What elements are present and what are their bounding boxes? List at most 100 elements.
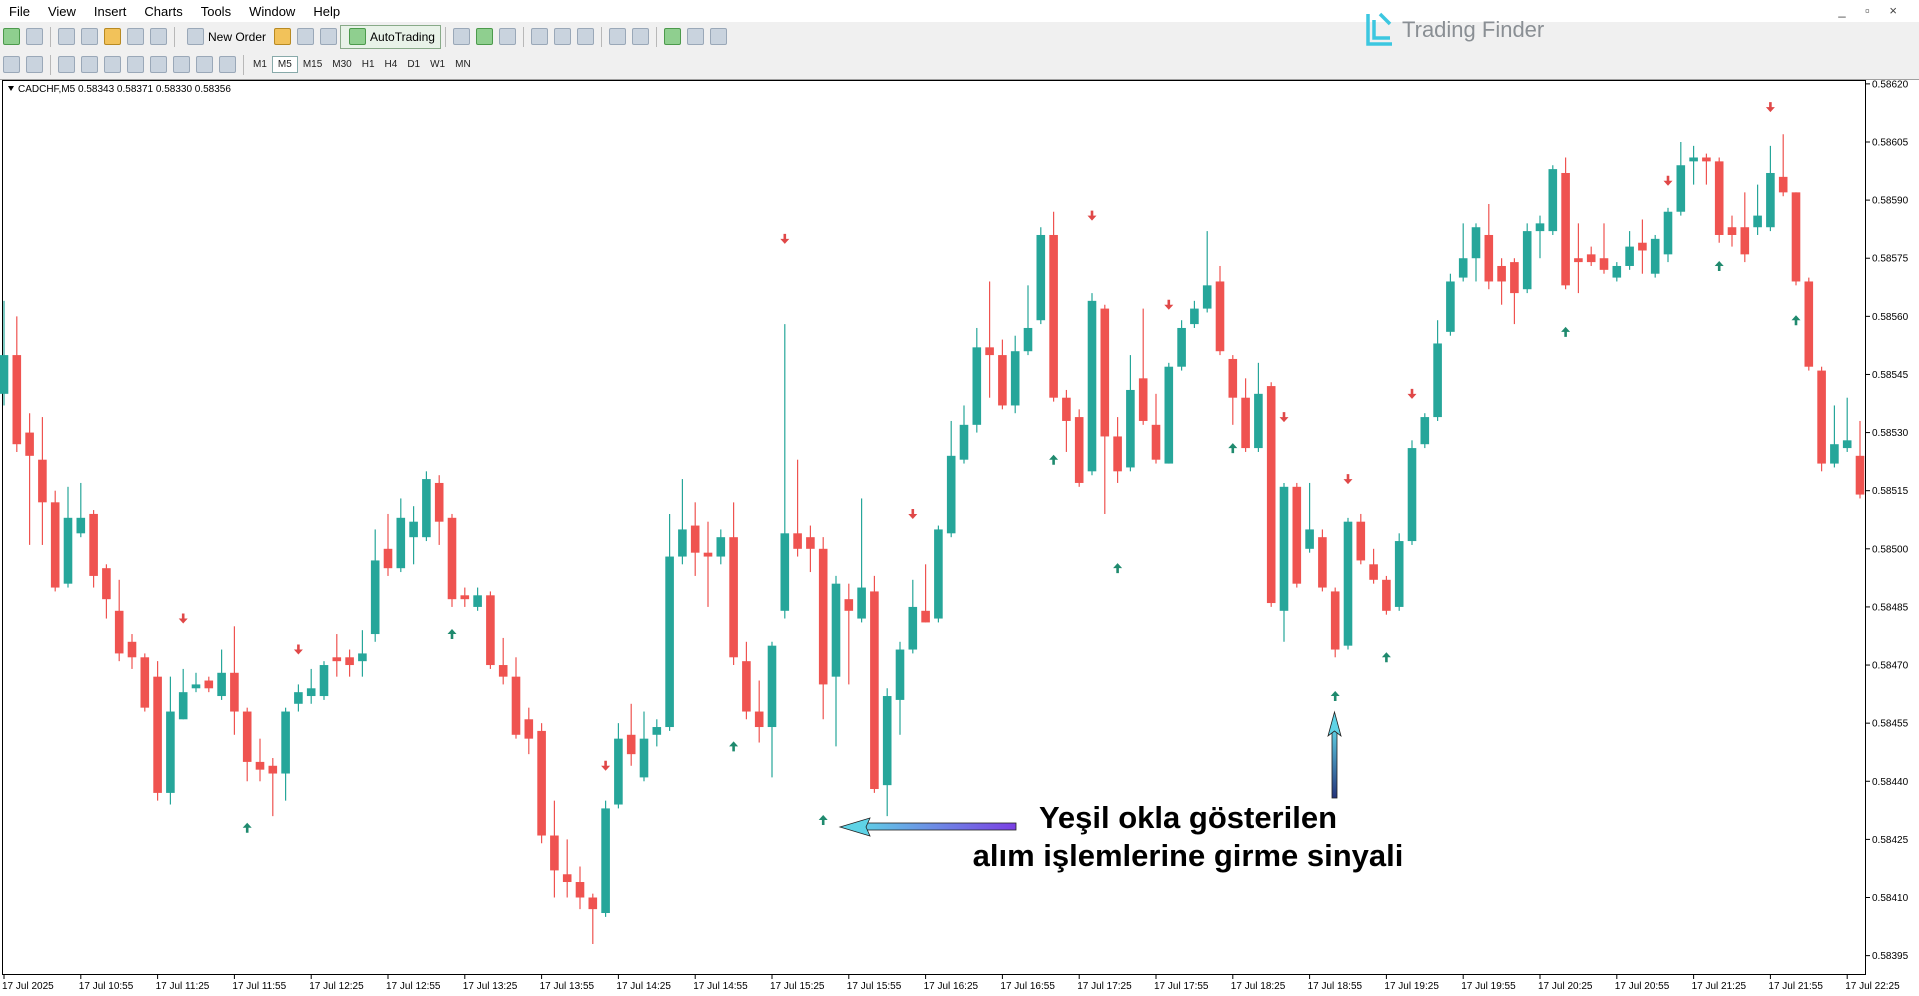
menu-item[interactable]: View bbox=[47, 3, 76, 19]
timeframe-button[interactable]: M15 bbox=[302, 59, 323, 70]
menu-item[interactable]: Help bbox=[313, 3, 341, 19]
candle-body bbox=[1484, 234, 1494, 282]
y-tick-label: 0.58530 bbox=[1872, 428, 1909, 439]
candle-body bbox=[114, 610, 124, 654]
new-chart-icon[interactable] bbox=[3, 28, 20, 45]
candle-body bbox=[1689, 157, 1698, 162]
hline-icon[interactable] bbox=[81, 56, 98, 73]
tester-icon[interactable] bbox=[150, 28, 167, 45]
indicators-icon[interactable] bbox=[663, 28, 681, 45]
experts-icon[interactable] bbox=[297, 28, 315, 45]
timeframe-button[interactable]: W1 bbox=[430, 59, 446, 70]
candle-body bbox=[1650, 238, 1660, 274]
window-controls[interactable]: _ ▫ × bbox=[1838, 3, 1905, 18]
timeframe-button[interactable]: M30 bbox=[332, 59, 352, 70]
candle-body bbox=[383, 548, 393, 569]
candle-body bbox=[1382, 579, 1391, 611]
metaeditor-icon[interactable] bbox=[274, 28, 292, 45]
separator bbox=[522, 26, 524, 47]
crosshair-icon[interactable] bbox=[26, 56, 43, 73]
chart-frame bbox=[2, 80, 1866, 975]
fibo-icon[interactable] bbox=[150, 56, 167, 73]
timeframe-button[interactable]: D1 bbox=[407, 59, 421, 70]
candle-body bbox=[1074, 417, 1084, 483]
autotrading-button[interactable]: AutoTrading bbox=[340, 24, 441, 49]
annotation-arrow-head bbox=[1327, 710, 1342, 738]
arrows-icon[interactable] bbox=[219, 56, 236, 73]
x-tick-label: 17 Jul 13:25 bbox=[463, 981, 518, 992]
candle-body bbox=[818, 548, 828, 685]
tile-icon[interactable] bbox=[576, 28, 594, 45]
cursor-icon[interactable] bbox=[3, 56, 20, 73]
y-tick-label: 0.58425 bbox=[1872, 835, 1909, 846]
candle-body bbox=[1279, 486, 1289, 611]
candle-body bbox=[1266, 386, 1276, 604]
candle-body bbox=[882, 696, 892, 786]
timeframe-button[interactable]: M1 bbox=[253, 59, 267, 70]
candle-body bbox=[1625, 246, 1634, 266]
market-watch-icon[interactable] bbox=[58, 28, 75, 45]
candle-body bbox=[1036, 234, 1046, 321]
candle-body bbox=[25, 432, 34, 456]
candle-body bbox=[102, 568, 111, 600]
zoom-in-icon[interactable] bbox=[530, 28, 548, 45]
candle-body bbox=[703, 552, 713, 557]
candle-body bbox=[0, 355, 9, 394]
candle-body bbox=[319, 665, 329, 697]
sell-arrow bbox=[1279, 412, 1289, 423]
trendline-icon[interactable] bbox=[104, 56, 121, 73]
annotation-arrow-shaft bbox=[857, 822, 1017, 831]
new-order-icon bbox=[187, 28, 204, 45]
bar-chart-icon[interactable] bbox=[452, 28, 470, 45]
candle-chart-icon[interactable] bbox=[475, 28, 493, 45]
candle-body bbox=[1791, 192, 1801, 282]
channel-icon[interactable] bbox=[127, 56, 144, 73]
annotation-arrow-shaft bbox=[1331, 727, 1338, 799]
candle-body bbox=[1215, 281, 1225, 352]
data-window-icon[interactable] bbox=[81, 28, 98, 45]
candle-body bbox=[1126, 389, 1135, 468]
text-icon[interactable] bbox=[173, 56, 190, 73]
candle-body bbox=[1561, 172, 1570, 286]
separator bbox=[50, 54, 51, 75]
timeframe-button[interactable]: M5 bbox=[271, 56, 298, 73]
menu-item[interactable]: File bbox=[9, 3, 30, 19]
profiles-icon[interactable] bbox=[26, 28, 43, 45]
line-chart-icon[interactable] bbox=[498, 28, 516, 45]
menu-item[interactable]: Window bbox=[249, 3, 296, 19]
menu-item[interactable]: Charts bbox=[144, 3, 183, 19]
timeframe-button[interactable]: MN bbox=[455, 59, 471, 70]
signals-icon[interactable] bbox=[320, 28, 338, 45]
scroll-icon[interactable] bbox=[608, 28, 626, 45]
menu-item[interactable]: Insert bbox=[93, 3, 127, 19]
candle-body bbox=[358, 653, 367, 662]
label-icon[interactable] bbox=[196, 56, 213, 73]
candle-body bbox=[575, 882, 585, 898]
candle-body bbox=[1407, 448, 1417, 542]
separator bbox=[50, 26, 51, 47]
annotation: Yeşil okla gösterilen alım işlemlerine g… bbox=[838, 710, 1403, 873]
candle-body bbox=[178, 692, 188, 720]
candle-body bbox=[1420, 417, 1430, 445]
timeframe-button[interactable]: H4 bbox=[384, 59, 398, 70]
sell-arrow bbox=[780, 233, 790, 244]
templates-icon[interactable] bbox=[709, 28, 727, 45]
zoom-out-icon[interactable] bbox=[553, 28, 571, 45]
buy-arrow bbox=[447, 629, 457, 640]
y-tick-label: 0.58545 bbox=[1872, 370, 1909, 381]
terminal-icon[interactable] bbox=[127, 28, 144, 45]
y-tick-label: 0.58515 bbox=[1872, 486, 1909, 497]
menu-item[interactable]: Tools bbox=[200, 3, 232, 19]
shift-icon[interactable] bbox=[631, 28, 649, 45]
periods-icon[interactable] bbox=[686, 28, 704, 45]
timeframe-button[interactable]: H1 bbox=[361, 59, 375, 70]
vline-icon[interactable] bbox=[58, 56, 75, 73]
navigator-icon[interactable] bbox=[104, 28, 121, 45]
candle-body bbox=[985, 347, 994, 356]
new-order-button[interactable]: New Order bbox=[179, 26, 271, 48]
x-tick-label: 17 Jul 21:25 bbox=[1692, 981, 1747, 992]
candle-body bbox=[652, 727, 662, 735]
info-triangle bbox=[8, 86, 14, 91]
x-tick-label: 17 Jul 17:25 bbox=[1077, 981, 1132, 992]
y-tick-label: 0.58500 bbox=[1872, 544, 1909, 555]
